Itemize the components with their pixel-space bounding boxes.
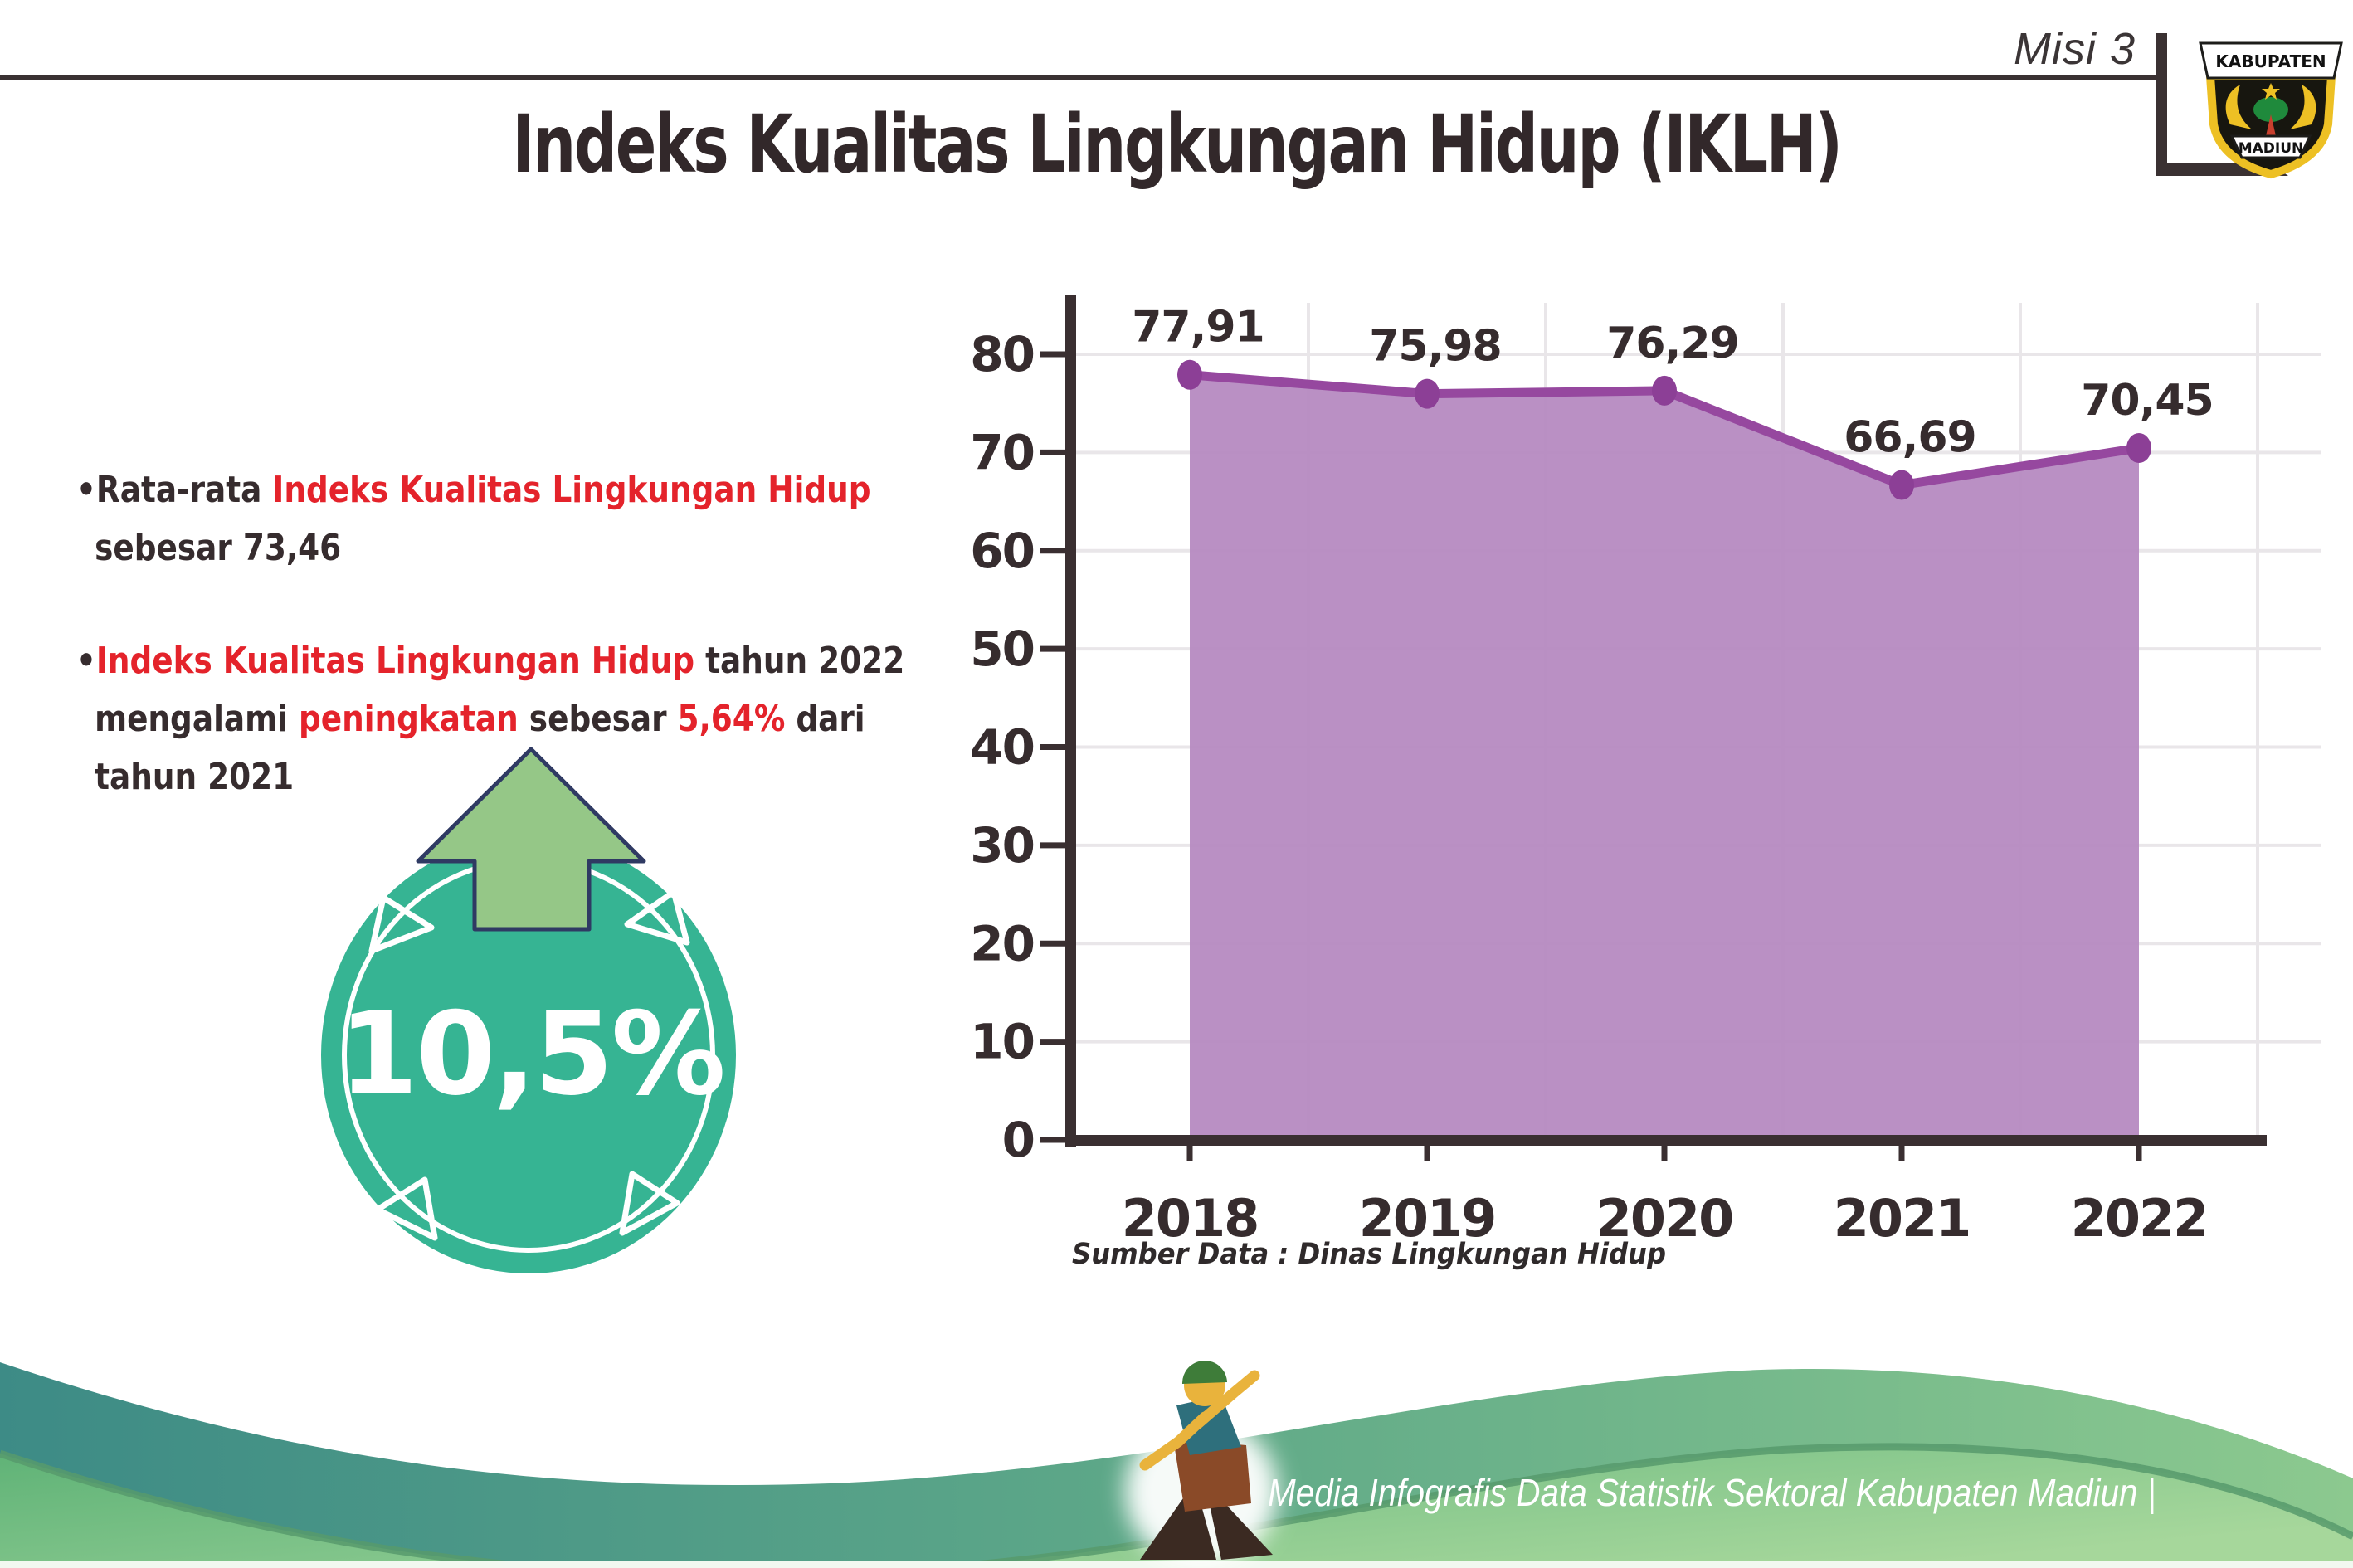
badge-spark-lower-left [374, 1176, 438, 1241]
badge-percentage: 10,5% [339, 987, 723, 1121]
x-tick-label: 2018 [1122, 1188, 1259, 1249]
y-tick-label: 30 [970, 817, 1034, 874]
x-tick [2136, 1140, 2142, 1161]
badge-spark-upper-right [624, 889, 690, 946]
source-note: Sumber Data : Dinas Lingkungan Hidup [1072, 1238, 1667, 1271]
badge-spark-lower-right [619, 1171, 680, 1236]
data-label: 77,91 [1132, 303, 1264, 353]
x-tick [1661, 1140, 1668, 1161]
logo-top-banner [2199, 41, 2343, 80]
y-tick [1040, 449, 1069, 455]
footer-caption: Media Infografis Data Statistik Sektoral… [1268, 1471, 2156, 1514]
y-tick-label: 10 [970, 1014, 1034, 1070]
growth-badge: 10,5% [321, 747, 736, 1273]
y-tick-label: 80 [970, 326, 1034, 382]
bullet-item-increase: •Indeks Kualitas Lingkungan Hidup tahun … [76, 632, 1035, 806]
up-arrow-icon [416, 747, 646, 932]
header-divider [0, 75, 2157, 80]
x-tick [1898, 1140, 1905, 1161]
y-tick-label: 40 [970, 719, 1034, 776]
kabupaten-madiun-logo: KABUPATEN MADIUN [2199, 41, 2343, 179]
x-tick-label: 2019 [1359, 1188, 1496, 1249]
data-label: 70,45 [2081, 376, 2213, 426]
footer-wave-green [0, 1446, 2353, 1568]
mission-label: Misi 3 [2013, 24, 2136, 74]
y-tick [1040, 351, 1069, 358]
x-tick-label: 2020 [1596, 1188, 1733, 1249]
bullet-item-average: •Rata-rata Indeks Kualitas Lingkungan Hi… [76, 461, 1035, 577]
logo-kris [2265, 114, 2277, 139]
badge-spark-upper-left [368, 894, 435, 954]
logo-bottom-ribbon [2229, 134, 2312, 159]
logo-right-wing [2290, 85, 2316, 129]
data-label: 66,69 [1844, 413, 1975, 463]
y-tick [1040, 940, 1069, 947]
header-art: KABUPATEN MADIUN [2156, 33, 2343, 179]
data-label: 76,29 [1606, 319, 1738, 368]
summary-bullets: •Rata-rata Indeks Kualitas Lingkungan Hi… [76, 461, 1035, 806]
y-tick [1040, 1039, 1069, 1045]
footer-bottom-strip [0, 1561, 2353, 1568]
data-point [2126, 433, 2151, 464]
y-tick [1040, 1137, 1069, 1143]
logo-star [2262, 83, 2280, 100]
iklh-area-chart: 0 10 20 30 40 50 60 70 80 2018 2019 2020 2021 2022 77,… [970, 295, 2321, 1249]
data-point [1652, 375, 1677, 406]
y-tick [1040, 548, 1069, 554]
bullet-line: •Indeks Kualitas Lingkungan Hidup tahun … [76, 640, 905, 682]
y-tick-label: 60 [970, 523, 1034, 579]
y-tick [1040, 842, 1069, 849]
logo-bottom-text: MADIUN [2239, 140, 2304, 157]
logo-left-wing [2225, 85, 2252, 129]
bullet-line: tahun 2021 [95, 756, 295, 798]
data-point [1889, 470, 1914, 500]
x-tick-label: 2022 [2071, 1188, 2208, 1249]
footer-banner [0, 1360, 2353, 1568]
bullet-line: •Rata-rata Indeks Kualitas Lingkungan Hi… [76, 469, 871, 511]
x-tick [1186, 1140, 1193, 1161]
bullet-line: sebesar 73,46 [95, 527, 342, 569]
data-point [1415, 378, 1440, 409]
y-axis [1065, 295, 1076, 1147]
page-title: Indeks Kualitas Lingkungan Hidup (IKLH) [512, 98, 1843, 191]
mascot-icon [1125, 1360, 1278, 1566]
y-tick-label: 0 [1002, 1112, 1034, 1168]
data-label: 75,98 [1369, 322, 1501, 372]
y-tick-label: 50 [970, 621, 1034, 677]
y-tick-label: 70 [970, 424, 1034, 480]
y-tick [1040, 744, 1069, 750]
y-tick-label: 20 [970, 915, 1034, 971]
x-tick [1424, 1140, 1430, 1161]
chart-area [1190, 374, 2139, 1141]
data-point [1177, 359, 1202, 390]
bullet-line: mengalami peningkatan sebesar 5,64% dari [95, 698, 865, 740]
badge-circle [321, 837, 736, 1273]
y-tick [1040, 645, 1069, 652]
logo-tree [2253, 97, 2288, 122]
logo-top-text: KABUPATEN [2215, 51, 2326, 71]
x-tick-label: 2021 [1834, 1188, 1971, 1249]
